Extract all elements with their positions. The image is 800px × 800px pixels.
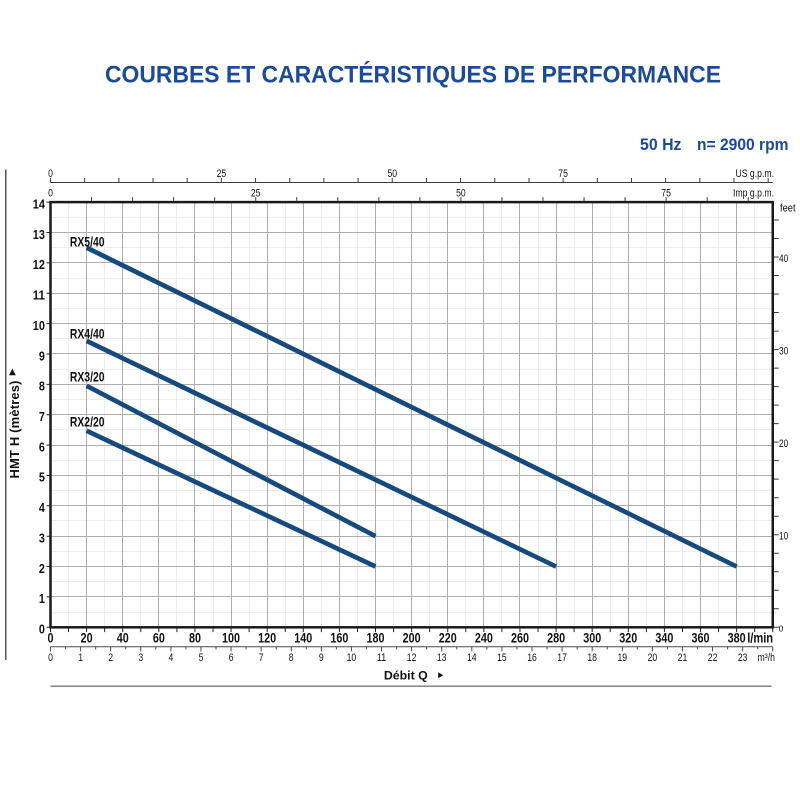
svg-text:4: 4 bbox=[169, 652, 174, 664]
svg-text:9: 9 bbox=[319, 652, 324, 664]
svg-text:7: 7 bbox=[39, 409, 45, 424]
svg-text:0: 0 bbox=[48, 188, 53, 200]
svg-text:2: 2 bbox=[108, 652, 113, 664]
svg-text:260: 260 bbox=[511, 629, 529, 645]
svg-text:COURBES ET CARACTÉRISTIQUES DE: COURBES ET CARACTÉRISTIQUES DE PERFORMAN… bbox=[105, 61, 721, 89]
svg-text:15: 15 bbox=[497, 652, 507, 664]
svg-text:300: 300 bbox=[583, 629, 601, 645]
svg-text:14: 14 bbox=[33, 196, 46, 211]
svg-text:60: 60 bbox=[153, 629, 165, 645]
svg-text:25: 25 bbox=[217, 168, 227, 180]
svg-text:140: 140 bbox=[294, 629, 312, 645]
svg-text:12: 12 bbox=[33, 257, 45, 272]
svg-text:RX5/40: RX5/40 bbox=[70, 234, 105, 250]
svg-text:3: 3 bbox=[138, 652, 143, 664]
svg-text:220: 220 bbox=[439, 629, 457, 645]
svg-text:50 Hz: 50 Hz bbox=[640, 135, 682, 154]
svg-text:100: 100 bbox=[222, 629, 240, 645]
svg-text:HMT H (mètres): HMT H (mètres) bbox=[7, 381, 22, 479]
svg-text:320: 320 bbox=[619, 629, 637, 645]
svg-text:30: 30 bbox=[779, 346, 788, 358]
svg-text:0: 0 bbox=[48, 168, 53, 180]
svg-text:4: 4 bbox=[39, 500, 46, 515]
svg-text:0: 0 bbox=[48, 629, 54, 645]
svg-text:0: 0 bbox=[48, 652, 53, 664]
svg-text:1: 1 bbox=[39, 591, 45, 606]
svg-text:5: 5 bbox=[39, 470, 45, 485]
svg-text:280: 280 bbox=[547, 629, 565, 645]
svg-text:Débit Q: Débit Q bbox=[384, 668, 428, 682]
svg-text:240: 240 bbox=[475, 629, 493, 645]
svg-text:l/min: l/min bbox=[747, 629, 773, 645]
svg-text:23: 23 bbox=[738, 652, 748, 664]
svg-text:13: 13 bbox=[437, 652, 447, 664]
svg-text:75: 75 bbox=[661, 188, 671, 200]
svg-text:0: 0 bbox=[779, 623, 784, 633]
svg-text:Imp g.p.m.: Imp g.p.m. bbox=[733, 188, 774, 200]
svg-text:RX2/20: RX2/20 bbox=[70, 413, 105, 429]
svg-text:50: 50 bbox=[456, 188, 466, 200]
svg-text:10: 10 bbox=[347, 652, 357, 664]
svg-text:20: 20 bbox=[779, 438, 788, 450]
svg-text:1: 1 bbox=[78, 652, 83, 664]
svg-text:14: 14 bbox=[467, 652, 477, 664]
svg-text:40: 40 bbox=[779, 253, 788, 265]
svg-text:360: 360 bbox=[692, 629, 710, 645]
svg-text:0: 0 bbox=[39, 622, 45, 637]
svg-text:9: 9 bbox=[39, 348, 45, 363]
svg-text:US g.p.m.: US g.p.m. bbox=[736, 168, 775, 180]
svg-text:5: 5 bbox=[199, 652, 204, 664]
svg-text:12: 12 bbox=[407, 652, 417, 664]
svg-text:160: 160 bbox=[330, 629, 348, 645]
svg-text:380: 380 bbox=[728, 629, 746, 645]
svg-text:180: 180 bbox=[367, 629, 385, 645]
svg-text:n= 2900 rpm: n= 2900 rpm bbox=[697, 135, 789, 154]
svg-text:20: 20 bbox=[81, 629, 93, 645]
svg-text:10: 10 bbox=[779, 531, 788, 543]
svg-text:200: 200 bbox=[403, 629, 421, 645]
svg-text:20: 20 bbox=[648, 652, 658, 664]
svg-text:6: 6 bbox=[39, 439, 45, 454]
svg-text:6: 6 bbox=[229, 652, 234, 664]
svg-text:11: 11 bbox=[377, 652, 387, 664]
svg-text:13: 13 bbox=[33, 227, 45, 242]
svg-text:3: 3 bbox=[39, 531, 45, 546]
svg-text:17: 17 bbox=[557, 652, 567, 664]
svg-text:8: 8 bbox=[289, 652, 294, 664]
svg-text:21: 21 bbox=[678, 652, 688, 664]
svg-text:120: 120 bbox=[258, 629, 276, 645]
svg-text:11: 11 bbox=[33, 288, 45, 303]
svg-text:16: 16 bbox=[527, 652, 537, 664]
svg-text:50: 50 bbox=[388, 168, 398, 180]
svg-text:2: 2 bbox=[39, 561, 45, 576]
svg-text:19: 19 bbox=[618, 652, 628, 664]
svg-text:40: 40 bbox=[117, 629, 129, 645]
svg-text:m³/h: m³/h bbox=[758, 652, 776, 664]
svg-text:18: 18 bbox=[587, 652, 597, 664]
svg-text:RX3/20: RX3/20 bbox=[70, 368, 105, 384]
svg-text:80: 80 bbox=[189, 629, 201, 645]
svg-text:8: 8 bbox=[39, 379, 45, 394]
svg-text:340: 340 bbox=[655, 629, 673, 645]
svg-text:RX4/40: RX4/40 bbox=[70, 325, 105, 341]
svg-text:10: 10 bbox=[33, 318, 45, 333]
svg-text:7: 7 bbox=[259, 652, 264, 664]
svg-text:25: 25 bbox=[251, 188, 261, 200]
svg-text:75: 75 bbox=[558, 168, 568, 180]
svg-text:feet: feet bbox=[780, 203, 796, 215]
svg-text:22: 22 bbox=[708, 652, 718, 664]
